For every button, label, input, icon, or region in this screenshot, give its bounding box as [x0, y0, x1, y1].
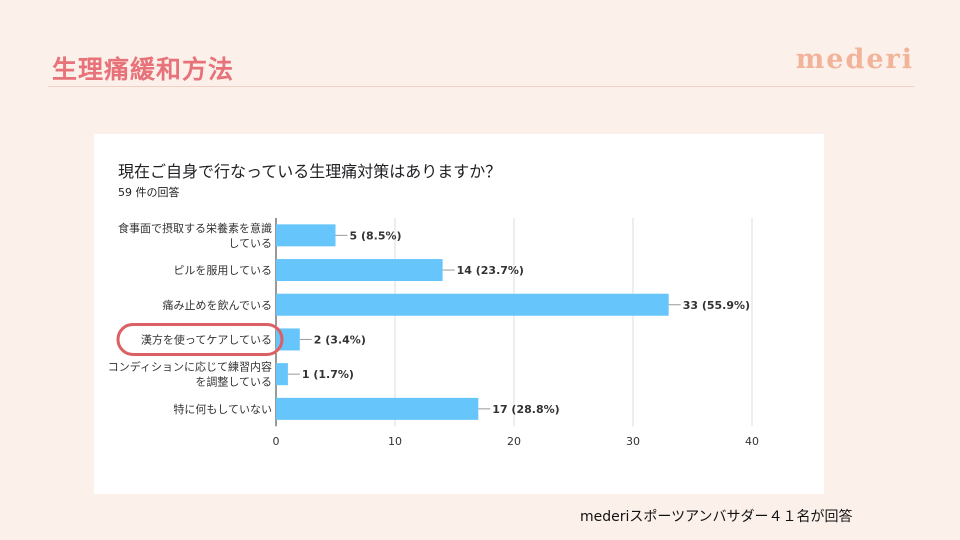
- survey-chart-card: 現在ご自身で行なっている生理痛対策はありますか？ 59 件の回答 0 10 20 30…: [94, 134, 824, 494]
- data-label: 17 (28.8%): [492, 403, 559, 416]
- category-label: コンディションに応じて練習内容: [108, 360, 272, 374]
- response-count: 59 件の回答: [118, 186, 180, 199]
- page-title: 生理痛緩和方法: [52, 55, 235, 84]
- highlight-circle: [116, 322, 284, 356]
- category-label: 痛み止めを飲んでいる: [163, 298, 272, 312]
- category-label: 特に何もしていない: [173, 402, 272, 416]
- bar: [276, 397, 479, 420]
- x-tick-label: 0: [273, 435, 280, 448]
- header-divider: [48, 86, 914, 87]
- data-label: 2 (3.4%): [314, 333, 366, 346]
- brand-logo: mederi: [795, 44, 914, 75]
- chart-title: 現在ご自身で行なっている生理痛対策はありますか？: [118, 162, 502, 181]
- category-label: 漢方を使ってケアしている: [141, 332, 272, 346]
- bar: [276, 259, 443, 282]
- x-tick-label: 20: [507, 435, 521, 448]
- x-tick-label: 40: [745, 435, 759, 448]
- category-label: している: [228, 237, 272, 250]
- data-label: 33 (55.9%): [683, 299, 750, 312]
- data-label: 14 (23.7%): [457, 264, 524, 277]
- category-label: ピルを服用している: [173, 264, 272, 277]
- category-label: を調整している: [195, 375, 272, 389]
- data-label: 1 (1.7%): [302, 368, 354, 381]
- category-label: 食事面で摂取する栄養素を意識: [118, 221, 272, 235]
- x-tick-label: 10: [388, 435, 402, 448]
- x-tick-label: 30: [626, 435, 640, 448]
- footnote: mederiスポーツアンバサダー４１名が回答: [580, 509, 853, 525]
- bar: [276, 293, 669, 316]
- bar: [276, 363, 288, 386]
- bar: [276, 224, 336, 247]
- data-label: 5 (8.5%): [350, 229, 402, 242]
